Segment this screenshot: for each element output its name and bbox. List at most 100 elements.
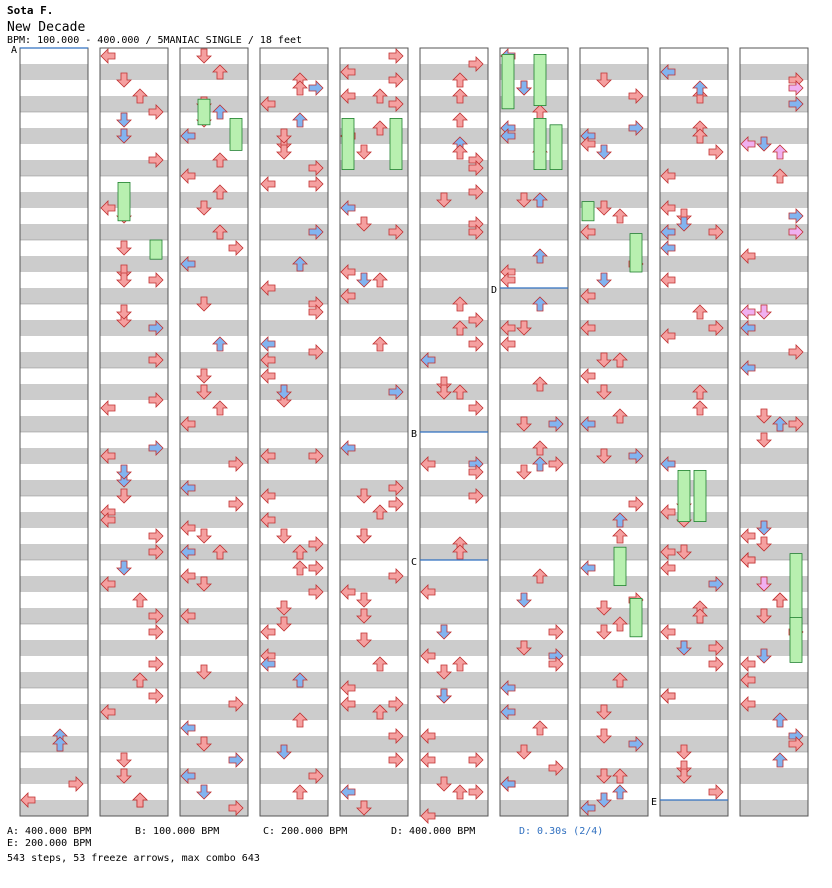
step-arrow	[196, 368, 212, 384]
step-arrow	[676, 760, 692, 776]
bpm-legend-a: A: 400.000 BPM	[7, 826, 92, 837]
step-arrow	[516, 320, 532, 336]
step-arrow	[452, 544, 468, 560]
step-arrow	[340, 680, 356, 696]
step-arrow	[356, 632, 372, 648]
step-arrow	[436, 384, 452, 400]
step-arrow	[756, 648, 772, 664]
step-arrow	[116, 304, 132, 320]
step-arrow	[660, 624, 676, 640]
step-arrow	[388, 224, 404, 240]
step-arrow	[740, 672, 756, 688]
step-arrow	[788, 96, 804, 112]
step-arrow	[772, 144, 788, 160]
step-arrow	[180, 416, 196, 432]
step-arrow	[660, 504, 676, 520]
step-arrow	[612, 768, 628, 784]
chart-column	[99, 47, 169, 817]
step-arrow	[468, 160, 484, 176]
step-arrow	[116, 464, 132, 480]
step-arrow	[596, 624, 612, 640]
step-arrow	[708, 144, 724, 160]
step-arrow	[436, 688, 452, 704]
delay-legend: D: 0.30s (2/4)	[519, 826, 604, 837]
step-arrow	[500, 680, 516, 696]
step-arrow	[596, 384, 612, 400]
step-arrow	[516, 592, 532, 608]
step-arrow	[132, 88, 148, 104]
step-arrow	[452, 320, 468, 336]
step-arrow	[516, 192, 532, 208]
step-arrow	[516, 640, 532, 656]
step-arrow	[500, 272, 516, 288]
step-arrow	[612, 672, 628, 688]
freeze-arrow	[693, 469, 707, 522]
step-arrow	[260, 336, 276, 352]
step-arrow	[340, 200, 356, 216]
chart-column	[259, 47, 329, 817]
step-arrow	[116, 264, 132, 280]
step-arrow	[628, 448, 644, 464]
step-arrow	[292, 544, 308, 560]
step-arrow	[196, 296, 212, 312]
step-arrow	[340, 584, 356, 600]
step-arrow	[260, 176, 276, 192]
step-arrow	[116, 752, 132, 768]
step-arrow	[452, 784, 468, 800]
step-arrow	[356, 592, 372, 608]
step-arrow	[548, 760, 564, 776]
step-arrow	[148, 152, 164, 168]
step-arrow	[388, 696, 404, 712]
step-arrow	[372, 120, 388, 136]
step-arrow	[100, 448, 116, 464]
step-arrow	[452, 144, 468, 160]
step-arrow	[676, 744, 692, 760]
step-arrow	[340, 440, 356, 456]
step-arrow	[436, 376, 452, 392]
step-arrow	[612, 616, 628, 632]
step-arrow	[148, 624, 164, 640]
step-arrow	[772, 712, 788, 728]
step-arrow	[772, 752, 788, 768]
step-arrow	[772, 592, 788, 608]
step-arrow	[116, 768, 132, 784]
step-arrow	[500, 320, 516, 336]
step-arrow	[708, 656, 724, 672]
step-arrow	[180, 520, 196, 536]
step-arrow	[596, 144, 612, 160]
step-arrow	[308, 584, 324, 600]
step-arrow	[212, 224, 228, 240]
step-arrow	[308, 448, 324, 464]
step-arrow	[356, 608, 372, 624]
step-arrow	[596, 792, 612, 808]
step-arrow	[260, 96, 276, 112]
freeze-arrow	[149, 239, 163, 260]
step-arrow	[420, 728, 436, 744]
step-arrow	[436, 664, 452, 680]
step-arrow	[692, 88, 708, 104]
step-arrow	[356, 800, 372, 816]
step-arrow	[212, 184, 228, 200]
step-arrow	[388, 496, 404, 512]
step-arrow	[532, 720, 548, 736]
step-arrow	[276, 128, 292, 144]
step-arrow	[756, 520, 772, 536]
freeze-arrow	[197, 98, 211, 126]
step-arrow	[180, 544, 196, 560]
chart-column	[179, 47, 249, 817]
step-arrow	[148, 352, 164, 368]
step-arrow	[292, 560, 308, 576]
step-arrow	[356, 528, 372, 544]
step-arrow	[612, 528, 628, 544]
bpm-change-label: B	[411, 429, 417, 440]
step-arrow	[756, 136, 772, 152]
step-arrow	[180, 480, 196, 496]
step-arrow	[340, 784, 356, 800]
step-arrow	[580, 800, 596, 816]
step-arrow	[276, 528, 292, 544]
step-arrow	[468, 184, 484, 200]
step-arrow	[612, 408, 628, 424]
step-arrow	[596, 352, 612, 368]
step-arrow	[516, 416, 532, 432]
step-arrow	[500, 336, 516, 352]
